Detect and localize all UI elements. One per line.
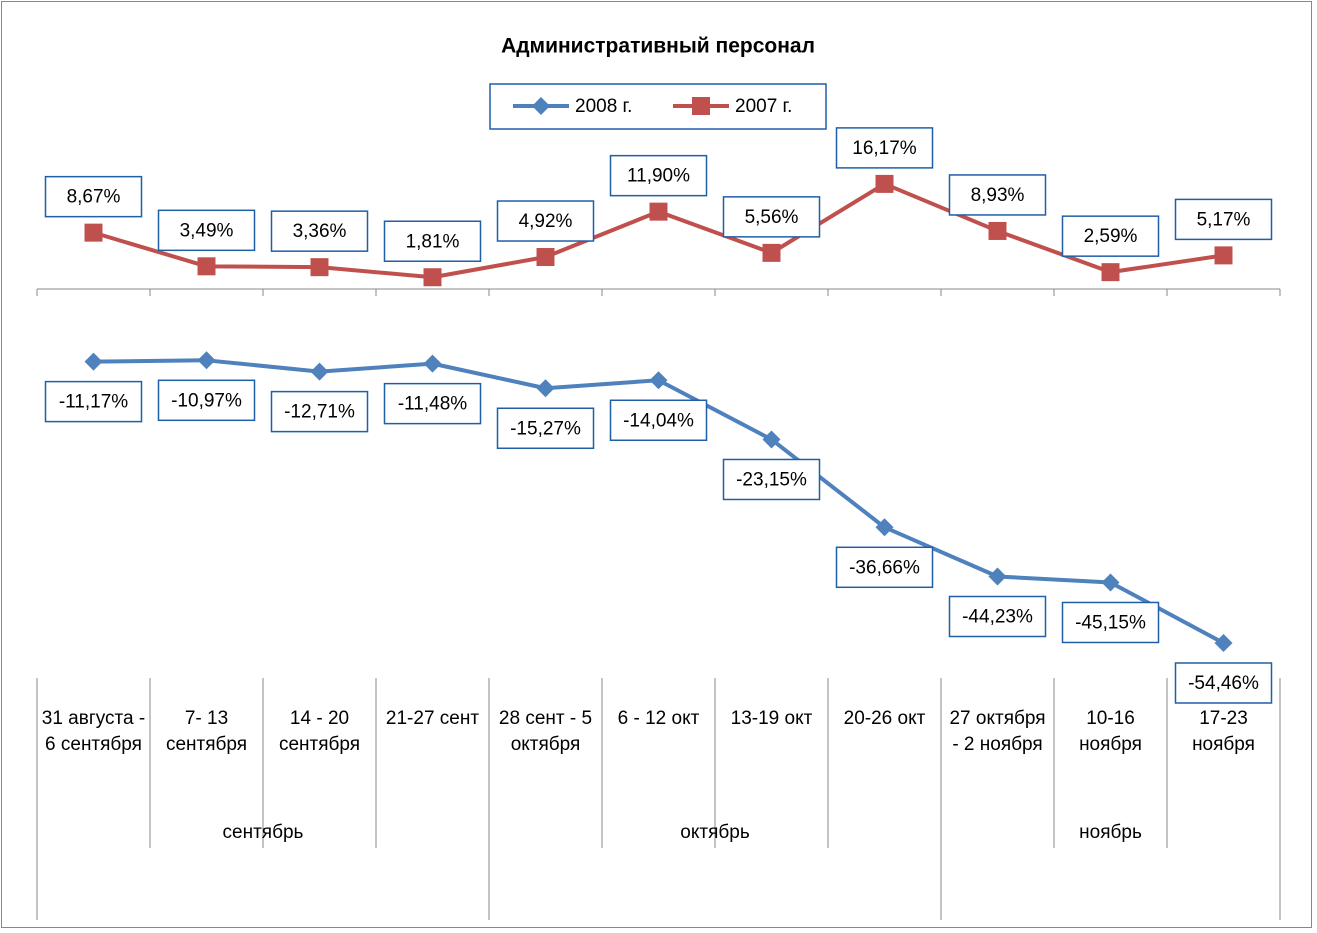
data-point [423,354,442,373]
data-point [536,379,555,398]
value-label: -14,04% [623,410,694,431]
value-label-box [609,154,708,197]
data-point [649,371,668,390]
x-tick-label: 6 - 12 окт [617,708,700,729]
data-point [197,257,216,276]
data-point [310,362,329,381]
value-label: -45,15% [1075,612,1146,633]
value-label-box [383,220,482,262]
value-label: -10,97% [171,390,242,411]
value-label: 3,36% [293,221,347,242]
data-point [988,567,1007,586]
value-label-box [609,399,708,442]
x-tick-label: 13-19 окт [730,708,813,729]
value-label: -23,15% [736,469,807,490]
value-label: 5,56% [745,207,799,228]
value-label: -36,66% [849,557,920,578]
value-label-box [270,210,369,252]
value-label: -44,23% [962,607,1033,628]
value-label-box [835,127,934,169]
group-label: октябрь [680,822,750,843]
data-point [1101,573,1120,592]
legend-label: 2007 г. [735,96,792,117]
x-tick-label: 28 сент - 5 октября [498,708,593,755]
value-label: 11,90% [627,166,690,187]
value-label-box [722,458,821,501]
data-point [988,221,1007,240]
data-point [310,258,329,277]
value-label: 2,59% [1084,226,1138,247]
data-point [875,518,894,537]
value-label: 4,92% [519,211,573,232]
x-tick-label: 20-26 окт [843,708,926,729]
value-label-box [44,175,143,218]
value-label: 3,49% [180,220,234,241]
value-label-box [496,200,595,242]
value-label-box [157,379,256,422]
value-label-box [722,196,821,238]
data-point [84,223,103,242]
data-point [649,202,668,221]
data-point [875,174,894,193]
value-label-box [157,209,256,252]
value-label-box [948,174,1047,216]
x-tick-label: 31 августа - 6 сентября [41,708,146,755]
legend-marker [532,97,550,115]
value-label: -12,71% [284,402,355,423]
value-label: -15,27% [510,418,581,439]
group-label: ноябрь [1079,822,1142,843]
value-label-box [948,595,1047,638]
x-tick-label: 27 октября - 2 ноября [949,708,1046,755]
value-label: -11,48% [398,394,467,415]
data-point [423,268,442,287]
data-point [84,352,103,371]
value-label: -11,17% [59,392,128,413]
value-label: 1,81% [406,231,460,252]
legend-marker [692,97,710,115]
value-label: 5,17% [1197,209,1251,230]
value-label: -54,46% [1188,673,1259,694]
value-label-box [44,380,143,423]
chart-title: Административный персонал [501,35,815,58]
data-point [197,351,216,370]
data-point [1101,263,1120,282]
x-tick-label: 17-23 ноября [1192,708,1255,755]
value-label-box [270,390,369,433]
value-label: 8,93% [971,185,1025,206]
value-label: 8,67% [67,187,121,208]
value-label-box [383,382,482,425]
data-point [536,248,555,267]
data-point [762,243,781,262]
legend-label: 2008 г. [575,96,632,117]
value-label-box [835,546,934,589]
data-point [762,430,781,449]
value-label: 16,17% [852,138,917,159]
value-label-box [1061,215,1160,257]
value-label-box [1061,601,1160,644]
data-point [1214,246,1233,265]
group-label: сентябрь [222,822,304,843]
x-tick-label: 7- 13 сентября [165,708,248,755]
x-tick-label: 21-27 сент [385,708,480,729]
value-label-box [496,407,595,450]
data-point [1214,633,1233,652]
x-tick-label: 14 - 20 сентября [278,708,361,755]
value-label-box [1174,662,1273,704]
x-tick-label: 10-16 ноября [1079,708,1142,755]
value-label-box [1174,198,1273,241]
